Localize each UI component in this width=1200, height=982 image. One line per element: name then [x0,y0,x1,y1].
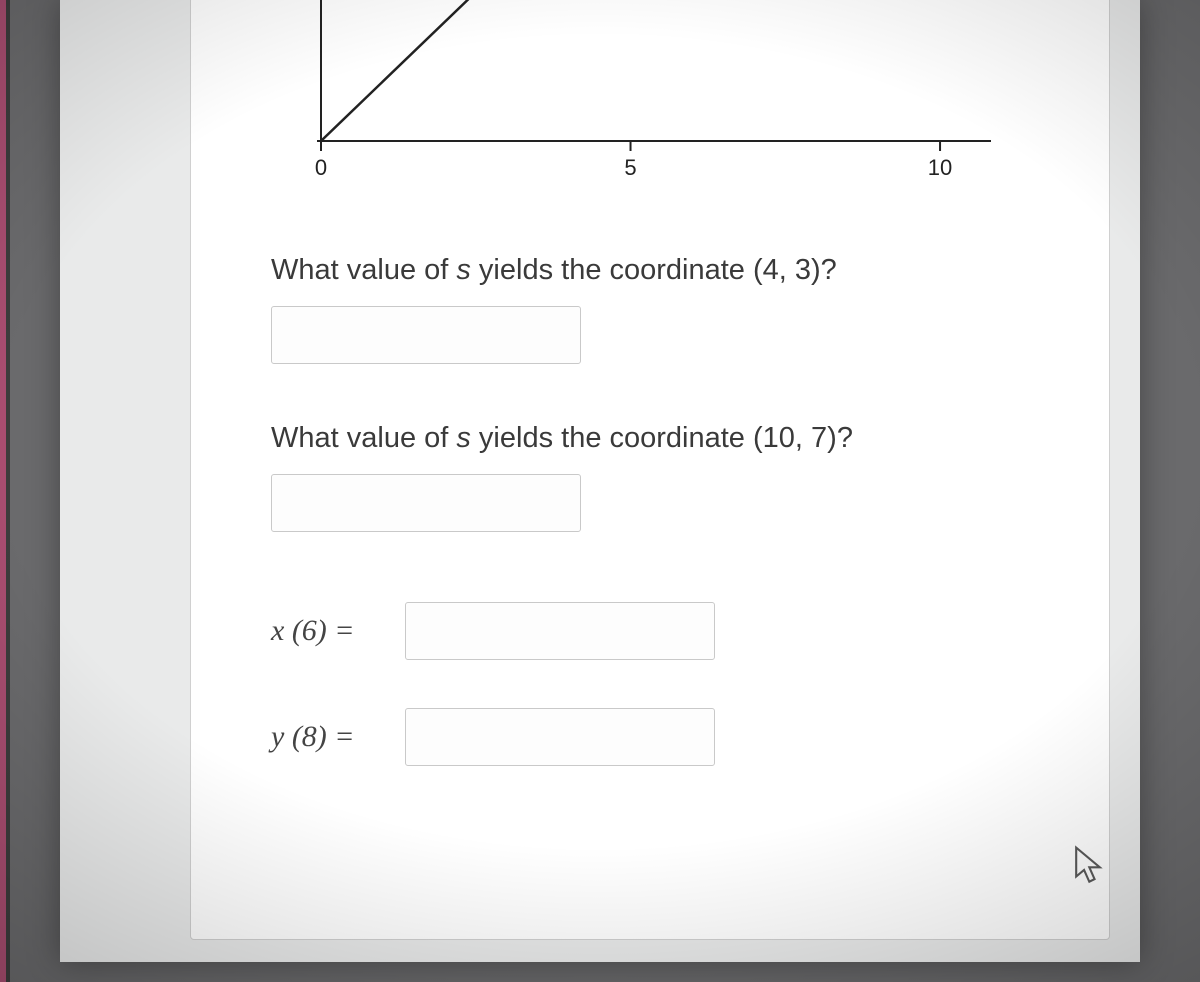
question-2: What value of s yields the coordinate (1… [271,419,1031,532]
question-1-input[interactable] [271,306,581,364]
question-1: What value of s yields the coordinate (4… [271,251,1031,364]
equation-row-1: x (6) = [271,602,1109,660]
q2-var: s [456,422,471,454]
question-1-text: What value of s yields the coordinate (4… [271,251,1031,290]
q1-prefix: What value of [271,254,456,286]
chart-xtick-label: 10 [928,155,952,180]
question-2-input[interactable] [271,474,581,532]
equation-1-label: x (6) = [271,614,391,648]
equation-2-input[interactable] [405,708,715,766]
page-left-edge [0,0,6,982]
chart-region: 0 5 10 [271,0,1011,211]
chart-xtick-label: 5 [624,155,636,180]
equation-1-input[interactable] [405,602,715,660]
equation-row-2: y (8) = [271,708,1109,766]
chart-xtick-label: 0 [315,155,327,180]
chart-svg: 0 5 10 [271,0,1011,211]
q1-coord: (4, 3)? [753,254,837,286]
q2-prefix: What value of [271,422,456,454]
question-2-text: What value of s yields the coordinate (1… [271,419,1031,458]
q2-coord: (10, 7)? [753,422,853,454]
q1-suffix: yields the coordinate [471,254,753,286]
q1-var: s [456,254,471,286]
equation-2-label: y (8) = [271,720,391,754]
page-background: 0 5 10 What value of s yields the coordina… [60,0,1140,962]
q2-suffix: yields the coordinate [471,422,753,454]
question-card: 0 5 10 What value of s yields the coordina… [190,0,1110,940]
